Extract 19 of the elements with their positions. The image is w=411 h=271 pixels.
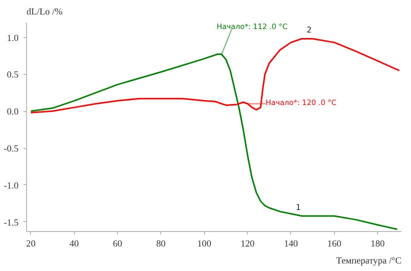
y-axis-title: dL/Lo /%	[26, 8, 63, 18]
y-tick-label: -0.5	[4, 144, 19, 155]
x-tick-label: 140	[284, 240, 298, 250]
x-tick-label: 120	[240, 240, 255, 250]
y-tick-label: 1.0	[6, 34, 19, 44]
x-tick-label: 100	[197, 240, 212, 250]
x-tick-label: 40	[70, 240, 80, 250]
series-label: 2	[306, 26, 312, 35]
y-tick-label: 0.5	[6, 70, 19, 81]
series-label: 1	[296, 202, 301, 212]
y-tick-label: -1.5	[4, 218, 19, 228]
y-tick-label: -1.0	[4, 181, 19, 192]
x-tick-label: 60	[112, 240, 123, 250]
x-tick-label: 80	[156, 240, 166, 250]
x-tick-label: 180	[370, 240, 385, 250]
x-axis-title: Температура /°C	[336, 256, 402, 266]
x-tick-label: 160	[327, 240, 342, 250]
x-tick-label: 20	[26, 240, 36, 250]
y-tick-label: 0.0	[6, 108, 19, 118]
